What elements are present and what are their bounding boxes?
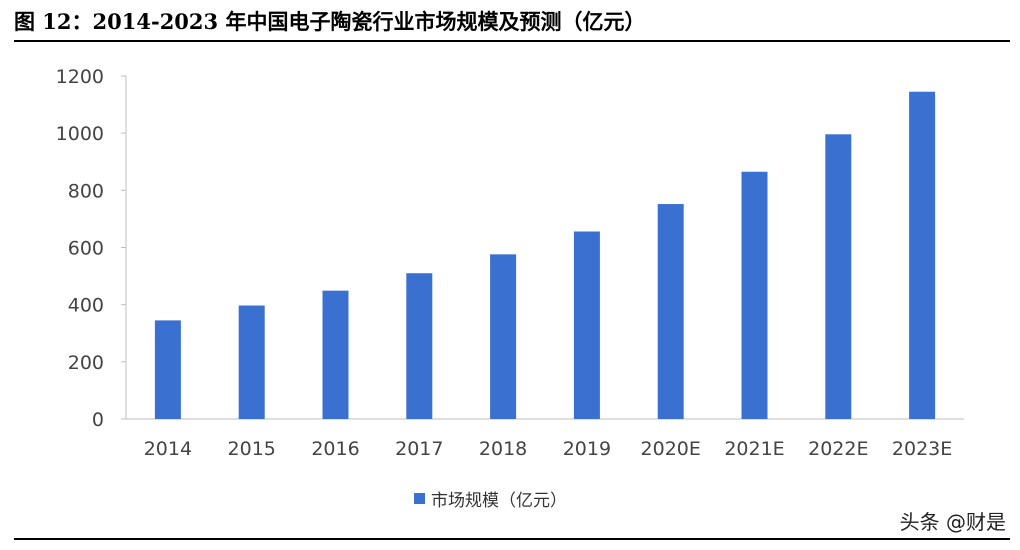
- bar-2020E: [657, 204, 684, 419]
- y-tick-label: 600: [68, 238, 104, 260]
- y-tick-label: 1200: [56, 66, 104, 88]
- x-tick-label: 2023E: [892, 438, 952, 460]
- bar-2023E: [909, 91, 936, 420]
- bar-2021E: [741, 171, 768, 419]
- watermark: 头条 @财是: [899, 510, 1006, 534]
- x-tick-label: 2020E: [641, 438, 701, 460]
- bar-2018: [490, 254, 517, 419]
- figure-title: 图 12：2014-2023 年中国电子陶瓷行业市场规模及预测（亿元）: [14, 9, 646, 34]
- bar-2019: [573, 231, 600, 419]
- legend-label: 市场规模（亿元）: [431, 491, 567, 511]
- top-rule: [14, 40, 1010, 42]
- x-tick-label: 2015: [228, 438, 276, 460]
- bar-2015: [238, 305, 265, 419]
- bar-2016: [322, 290, 349, 419]
- x-tick-label: 2021E: [724, 438, 784, 460]
- legend-swatch: [414, 493, 425, 504]
- bar-2014: [154, 320, 181, 419]
- bottom-rule: [14, 538, 1010, 540]
- y-tick-label: 0: [92, 409, 104, 431]
- y-tick-label: 400: [68, 295, 104, 317]
- legend: 市场规模（亿元）: [414, 486, 567, 511]
- bar-2017: [406, 273, 433, 419]
- y-tick-label: 800: [68, 180, 104, 202]
- x-tick-label: 2014: [144, 438, 192, 460]
- x-tick-label: 2019: [563, 438, 611, 460]
- x-tick-label: 2018: [479, 438, 527, 460]
- y-tick-label: 200: [68, 352, 104, 374]
- x-tick-label: 2017: [395, 438, 443, 460]
- y-tick-label: 1000: [56, 123, 104, 145]
- bar-2022E: [825, 134, 852, 419]
- x-tick-label: 2022E: [808, 438, 868, 460]
- x-tick-label: 2016: [311, 438, 359, 460]
